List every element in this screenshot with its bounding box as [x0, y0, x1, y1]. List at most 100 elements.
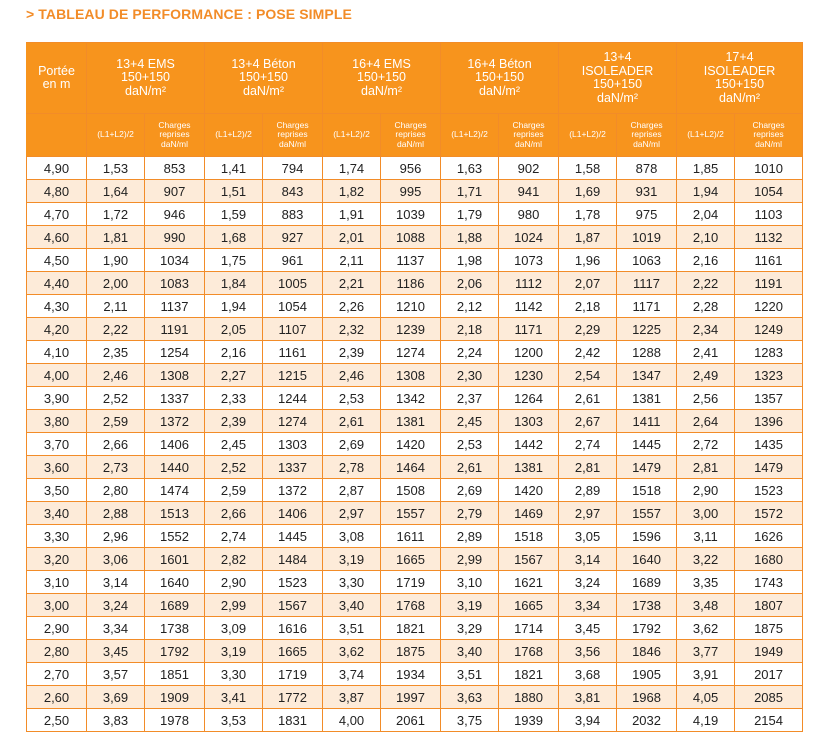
cell-charges: 1435 — [734, 432, 804, 456]
header-sub-charges-line: reprises — [513, 129, 544, 140]
cell-portee: 3,90 — [26, 386, 87, 410]
cell-charges: 1303 — [261, 432, 324, 456]
cell-charges: 1171 — [616, 294, 678, 318]
header-sub-charges-line: Charges — [394, 119, 427, 130]
cell-charges: 1665 — [380, 547, 442, 571]
cell-portee: 3,10 — [26, 570, 87, 594]
cell-charges: 1640 — [144, 570, 205, 594]
cell-span: 2,89 — [558, 478, 618, 502]
header-group-line: daN/m² — [597, 90, 639, 105]
cell-span: 2,39 — [204, 409, 263, 433]
cell-span: 2,59 — [86, 409, 145, 433]
cell-span: 2,46 — [322, 363, 382, 387]
cell-span: 2,54 — [558, 363, 618, 387]
cell-charges: 883 — [261, 202, 324, 226]
cell-span: 2,87 — [322, 478, 382, 502]
header-group-line: daN/m² — [361, 83, 402, 98]
header-row-sub: (L1+L2)/2 Charges reprises daN/ml (L1+L2)/2 C… — [26, 113, 804, 157]
cell-charges: 1665 — [261, 639, 324, 663]
cell-span: 3,87 — [322, 685, 382, 709]
cell-charges: 1215 — [261, 363, 324, 387]
cell-charges: 1831 — [261, 708, 324, 732]
cell-span: 1,41 — [204, 156, 263, 180]
header-sub-charges-line: Charges — [752, 119, 785, 130]
cell-span: 2,53 — [322, 386, 382, 410]
cell-span: 2,61 — [440, 455, 500, 479]
cell-charges: 1249 — [734, 317, 804, 341]
cell-span: 1,94 — [676, 179, 736, 203]
header-sub-charges-line: daN/ml — [755, 138, 782, 149]
cell-charges: 1689 — [144, 593, 205, 617]
cell-charges: 1689 — [616, 570, 678, 594]
cell-span: 1,63 — [440, 156, 500, 180]
cell-charges: 907 — [144, 179, 205, 203]
header-sub-charges-line: reprises — [631, 129, 662, 140]
header-sub-charges: Charges reprises daN/ml — [144, 113, 205, 157]
cell-span: 3,41 — [204, 685, 263, 709]
cell-span: 2,69 — [322, 432, 382, 456]
table-row: 3,60 2,73 1440 2,52 1337 2,78 1464 2,61 1381 2,81… — [26, 455, 804, 479]
cell-charges: 1768 — [498, 639, 560, 663]
cell-span: 3,00 — [676, 501, 736, 525]
cell-charges: 1611 — [380, 524, 442, 548]
cell-charges: 1283 — [734, 340, 804, 364]
table-row: 4,00 2,46 1308 2,27 1215 2,46 1308 2,30 1230 2,54… — [26, 363, 804, 387]
cell-span: 3,94 — [558, 708, 618, 732]
cell-charges: 1939 — [498, 708, 560, 732]
cell-span: 4,05 — [676, 685, 736, 709]
cell-span: 2,90 — [204, 570, 263, 594]
cell-span: 1,91 — [322, 202, 382, 226]
cell-portee: 4,80 — [26, 179, 87, 203]
cell-charges: 1821 — [498, 662, 560, 686]
cell-charges: 1572 — [734, 501, 804, 525]
cell-charges: 1406 — [144, 432, 205, 456]
cell-charges: 1073 — [498, 248, 560, 272]
cell-span: 1,81 — [86, 225, 145, 249]
cell-portee: 3,20 — [26, 547, 87, 571]
cell-span: 2,16 — [676, 248, 736, 272]
cell-charges: 843 — [261, 179, 324, 203]
cell-span: 2,78 — [322, 455, 382, 479]
cell-span: 2,16 — [204, 340, 263, 364]
cell-charges: 1274 — [261, 409, 324, 433]
cell-span: 2,66 — [86, 432, 145, 456]
header-sub-charges: Charges reprises daN/ml — [380, 113, 442, 157]
cell-span: 2,28 — [676, 294, 736, 318]
cell-span: 2,04 — [676, 202, 736, 226]
cell-portee: 2,70 — [26, 662, 87, 686]
cell-span: 2,29 — [558, 317, 618, 341]
cell-charges: 1054 — [261, 294, 324, 318]
cell-span: 1,58 — [558, 156, 618, 180]
cell-charges: 1557 — [616, 501, 678, 525]
cell-charges: 946 — [144, 202, 205, 226]
cell-span: 3,30 — [204, 662, 263, 686]
cell-charges: 1337 — [261, 455, 324, 479]
cell-charges: 1254 — [144, 340, 205, 364]
table-row: 4,80 1,64 907 1,51 843 1,82 995 1,71 941 1,69 931 1… — [26, 179, 804, 203]
table-row: 3,80 2,59 1372 2,39 1274 2,61 1381 2,45 1303 2,67… — [26, 409, 804, 433]
cell-span: 2,97 — [558, 501, 618, 525]
cell-charges: 1103 — [734, 202, 804, 226]
cell-span: 1,98 — [440, 248, 500, 272]
cell-charges: 1601 — [144, 547, 205, 571]
cell-charges: 1807 — [734, 593, 804, 617]
cell-charges: 1191 — [144, 317, 205, 341]
header-row-groups: Portée en m 13+4 EMS 150+150 daN/m² 13+4 Béto… — [26, 42, 804, 114]
cell-span: 3,81 — [558, 685, 618, 709]
cell-span: 2,35 — [86, 340, 145, 364]
header-group-line: 16+4 Béton — [467, 56, 532, 71]
cell-charges: 1357 — [734, 386, 804, 410]
cell-span: 2,72 — [676, 432, 736, 456]
header-group: 16+4 Béton 150+150 daN/m² — [440, 42, 560, 114]
cell-charges: 1381 — [616, 386, 678, 410]
cell-span: 3,74 — [322, 662, 382, 686]
cell-charges: 1142 — [498, 294, 560, 318]
header-sub-charges-line: daN/ml — [279, 138, 306, 149]
header-group-line: 16+4 EMS — [352, 56, 411, 71]
cell-span: 1,68 — [204, 225, 263, 249]
cell-charges: 1934 — [380, 662, 442, 686]
cell-span: 1,88 — [440, 225, 500, 249]
cell-charges: 1186 — [380, 271, 442, 295]
cell-portee: 2,80 — [26, 639, 87, 663]
cell-span: 1,94 — [204, 294, 263, 318]
